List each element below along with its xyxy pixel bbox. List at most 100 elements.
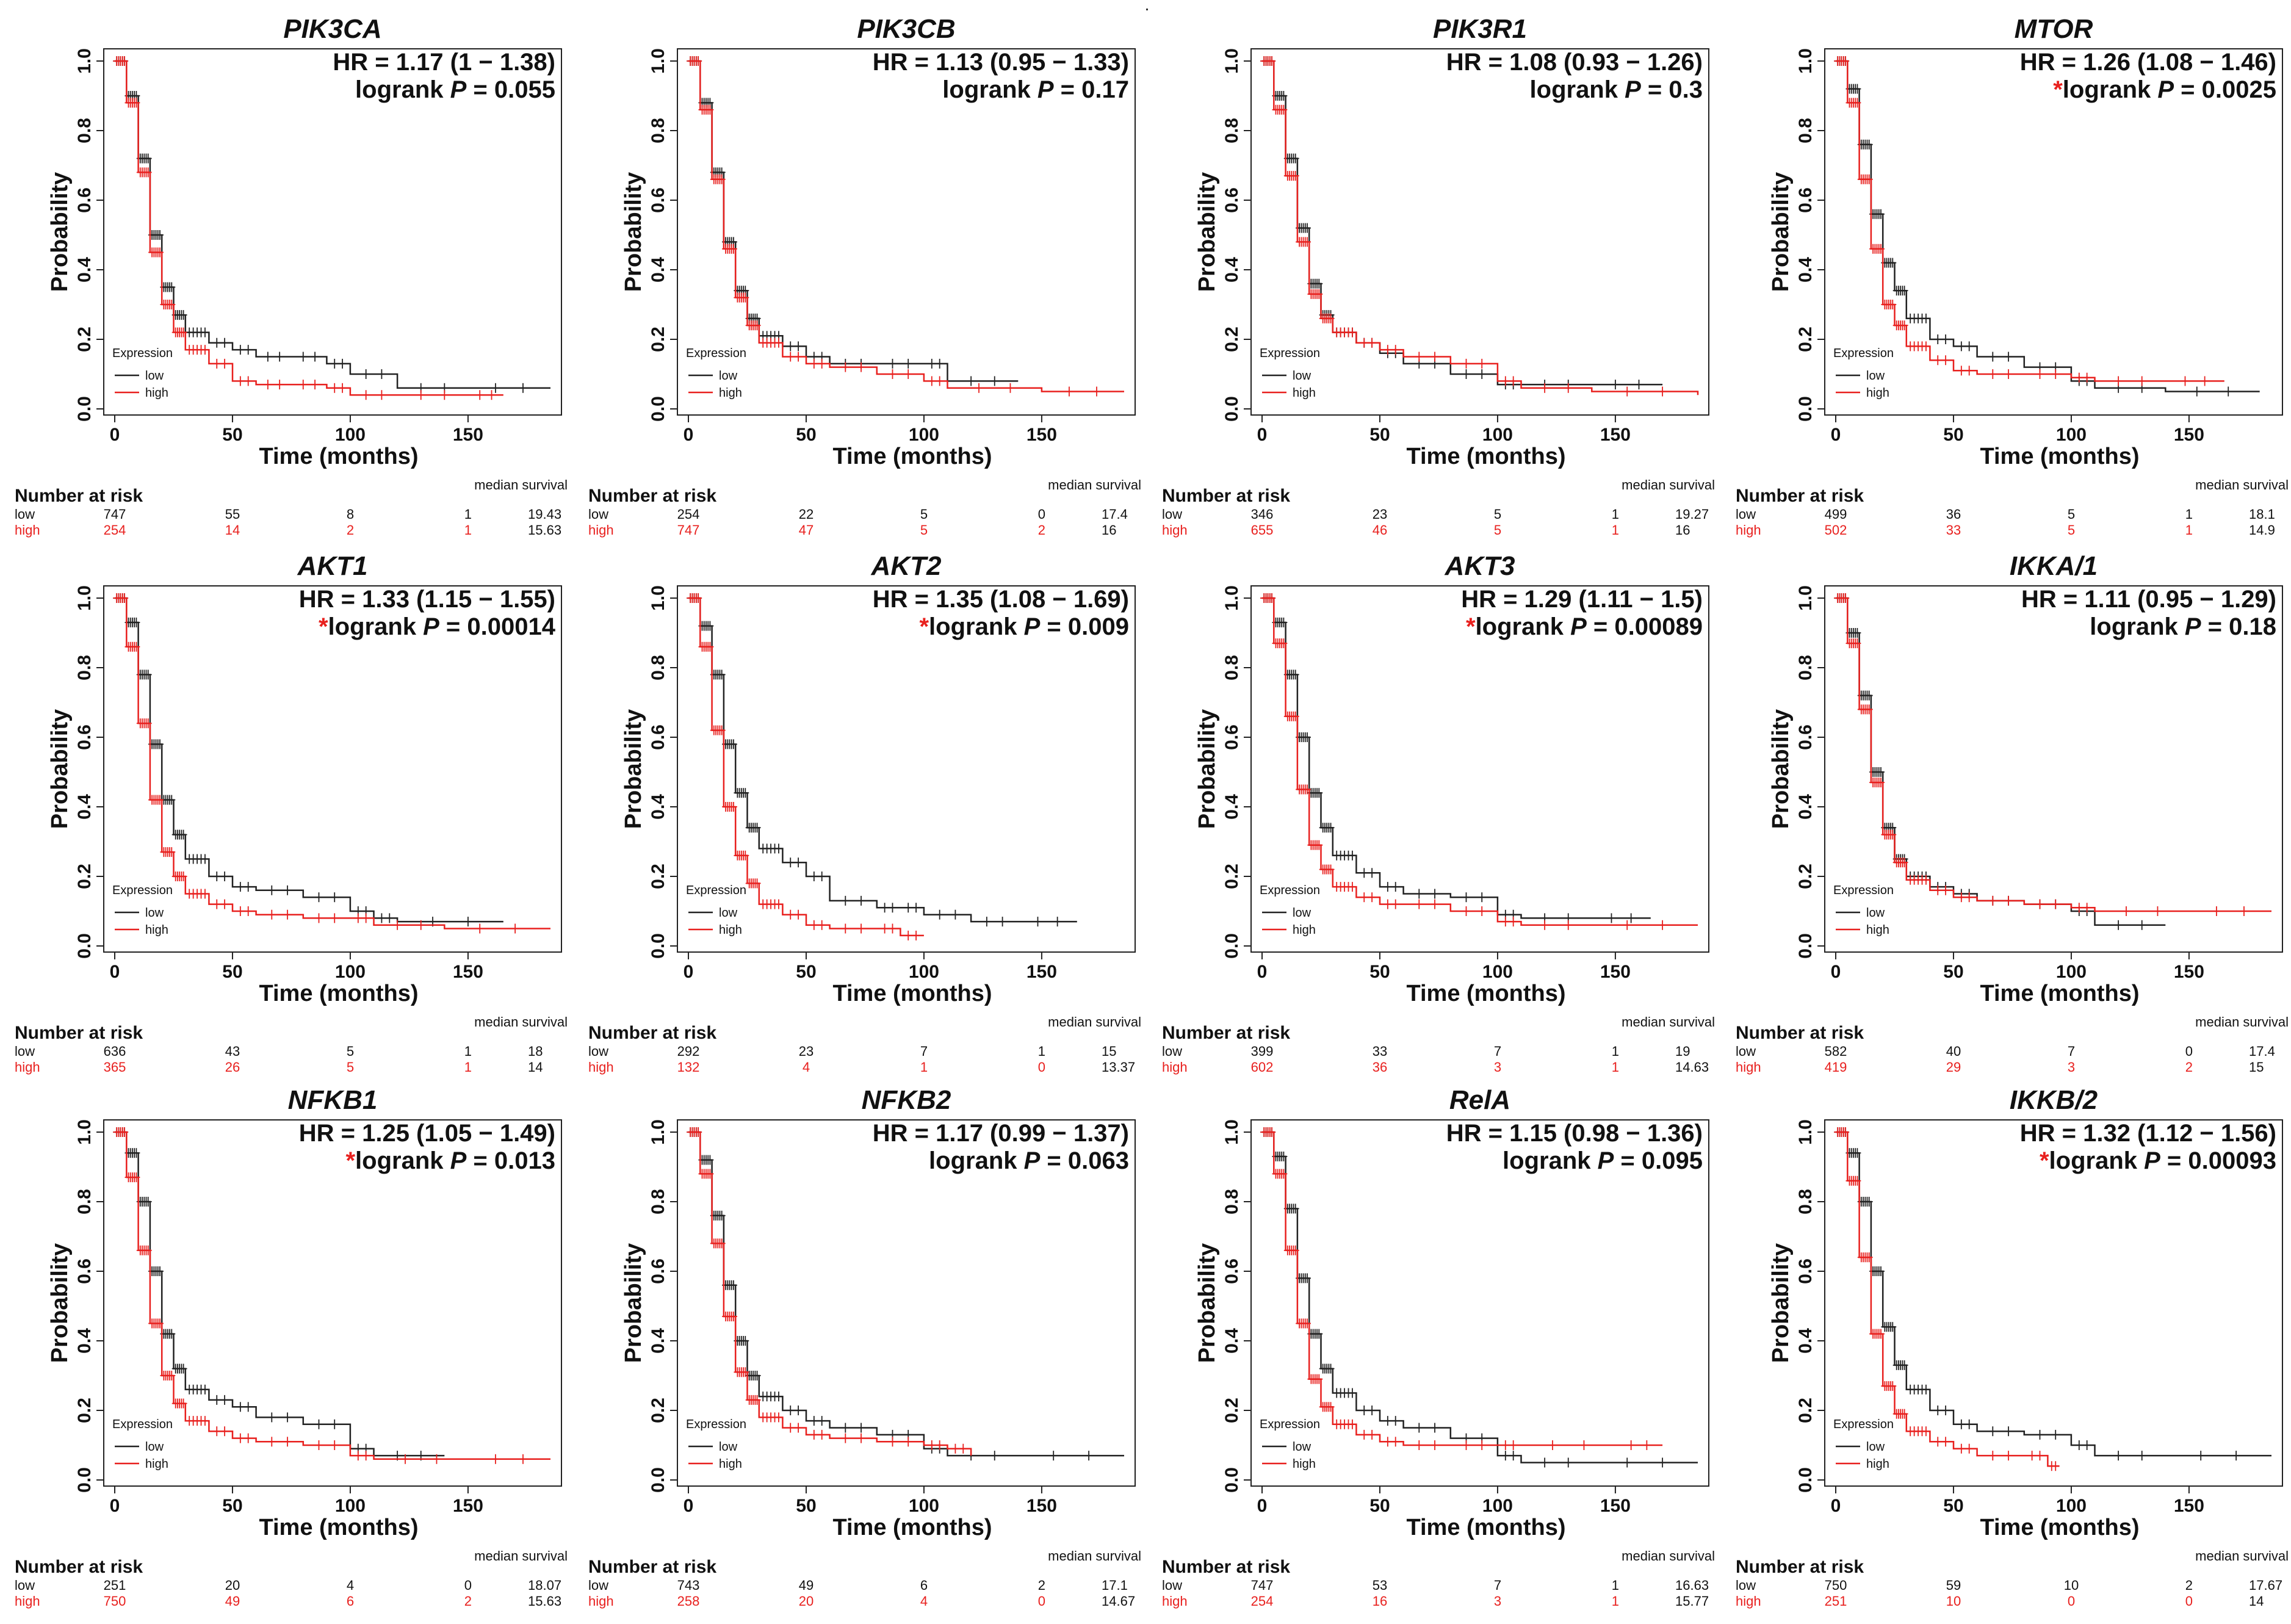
x-tick-label: 0 bbox=[1831, 1496, 1841, 1516]
gene-title: AKT1 bbox=[297, 551, 368, 581]
y-axis-label: Probability bbox=[621, 1243, 646, 1363]
legend-label-high: high bbox=[145, 1457, 168, 1471]
censor-marks-low bbox=[1834, 593, 2146, 930]
median-high: 14 bbox=[2249, 1593, 2264, 1609]
risk-row-label-low: low bbox=[15, 507, 35, 522]
risk-high-count: 602 bbox=[1251, 1059, 1274, 1075]
x-tick-label: 100 bbox=[2056, 425, 2087, 445]
km-curve-low bbox=[1836, 1131, 2271, 1457]
y-tick-label: 0.6 bbox=[1795, 1258, 1816, 1284]
x-tick-label: 50 bbox=[1943, 1496, 1963, 1516]
x-tick-label: 100 bbox=[1482, 1496, 1513, 1516]
risk-high-count: 29 bbox=[1946, 1059, 1961, 1075]
risk-low-count: 7 bbox=[920, 1044, 928, 1059]
y-tick-label: 0.0 bbox=[648, 396, 668, 422]
risk-high-count: 747 bbox=[677, 522, 700, 538]
x-tick-label: 50 bbox=[222, 425, 242, 445]
legend-label-low: low bbox=[145, 369, 164, 383]
censor-marks-low bbox=[687, 56, 998, 386]
risk-low-count: 49 bbox=[799, 1578, 814, 1593]
median-survival-title: median survival bbox=[1622, 477, 1715, 493]
y-tick-label: 0.8 bbox=[1222, 655, 1242, 680]
risk-low-count: 1 bbox=[1038, 1044, 1045, 1059]
km-curve-low bbox=[115, 60, 550, 389]
risk-high-count: 36 bbox=[1373, 1059, 1387, 1075]
risk-row-label-low: low bbox=[1736, 1578, 1756, 1593]
y-tick-label: 0.4 bbox=[648, 794, 668, 820]
legend-label-low: low bbox=[719, 1440, 738, 1454]
x-axis-label: Time (months) bbox=[1980, 981, 2139, 1006]
y-tick-label: 1.0 bbox=[1795, 1119, 1816, 1145]
risk-row-label-low: low bbox=[1736, 507, 1756, 522]
x-tick-label: 0 bbox=[684, 962, 694, 982]
risk-low-count: 5 bbox=[347, 1044, 354, 1059]
risk-low-count: 1 bbox=[1612, 1044, 1619, 1059]
km-panel-pik3cb: PIK3CB 0.0 0.2 0.4 0.6 0.8 1.0 0 50 100 150 Probabi… bbox=[586, 12, 1158, 553]
legend-label-high: high bbox=[719, 386, 742, 400]
y-axis-label: Probability bbox=[47, 709, 73, 829]
significance-star: * bbox=[2040, 1147, 2049, 1174]
hazard-ratio: HR = 1.15 (0.98 − 1.36) bbox=[1446, 1120, 1703, 1147]
censor-marks-low bbox=[1260, 593, 1635, 923]
gene-title: AKT2 bbox=[871, 551, 942, 581]
x-tick-label: 0 bbox=[1257, 1496, 1268, 1516]
x-tick-label: 150 bbox=[453, 1496, 483, 1516]
risk-table-title: Number at risk bbox=[15, 486, 143, 506]
legend-title: Expression bbox=[1260, 884, 1320, 897]
risk-low-count: 43 bbox=[225, 1044, 240, 1059]
median-high: 15 bbox=[2249, 1059, 2264, 1075]
gene-title: NFKB1 bbox=[288, 1085, 378, 1115]
y-axis-label: Probability bbox=[621, 172, 646, 292]
y-tick-label: 0.0 bbox=[74, 396, 95, 422]
median-low: 17.67 bbox=[2249, 1578, 2282, 1593]
median-high: 14.9 bbox=[2249, 522, 2275, 538]
risk-row-label-low: low bbox=[1162, 1578, 1182, 1593]
x-axis-label: Time (months) bbox=[832, 1515, 992, 1540]
risk-row-label-high: high bbox=[588, 1059, 614, 1075]
x-tick-label: 150 bbox=[2174, 1496, 2204, 1516]
y-tick-label: 0.4 bbox=[74, 794, 95, 820]
km-plot: IKKB/20.00.20.40.60.81.00 50 100 150Probabi… bbox=[1736, 1085, 2289, 1609]
risk-low-count: 22 bbox=[799, 507, 814, 522]
median-low: 18.07 bbox=[528, 1578, 561, 1593]
km-curve-low bbox=[688, 1131, 1124, 1457]
y-tick-label: 0.0 bbox=[648, 1467, 668, 1493]
km-plot: RelA 0.0 0.2 0.4 0.6 0.8 1.0 0 50 100 150 Probabili… bbox=[1162, 1085, 1715, 1609]
x-tick-label: 150 bbox=[453, 962, 483, 982]
y-tick-label: 1.0 bbox=[1795, 48, 1816, 74]
risk-high-count: 0 bbox=[2068, 1593, 2075, 1609]
y-tick-label: 0.2 bbox=[1795, 864, 1816, 889]
risk-table-title: Number at risk bbox=[1736, 1023, 1864, 1043]
risk-low-count: 20 bbox=[225, 1578, 240, 1593]
legend-label-high: high bbox=[145, 386, 168, 400]
x-tick-label: 150 bbox=[1600, 425, 1631, 445]
legend-title: Expression bbox=[1833, 1418, 1894, 1431]
median-low: 17.1 bbox=[1102, 1578, 1128, 1593]
median-high: 16 bbox=[1102, 522, 1116, 538]
legend-title: Expression bbox=[112, 884, 173, 897]
logrank-p: *logrank P = 0.00089 bbox=[1466, 613, 1703, 640]
risk-low-count: 4 bbox=[347, 1578, 354, 1593]
x-tick-label: 100 bbox=[909, 1496, 939, 1516]
y-tick-label: 0.0 bbox=[74, 1467, 95, 1493]
risk-high-count: 1 bbox=[464, 1059, 472, 1075]
risk-high-count: 1 bbox=[1612, 1593, 1619, 1609]
y-tick-label: 0.8 bbox=[74, 1189, 95, 1214]
y-tick-label: 0.8 bbox=[1795, 118, 1816, 143]
risk-row-label-high: high bbox=[15, 1059, 40, 1075]
risk-low-count: 582 bbox=[1825, 1044, 1847, 1059]
y-axis-label: Probability bbox=[1194, 172, 1220, 292]
legend-label-low: low bbox=[1866, 369, 1885, 383]
risk-low-count: 59 bbox=[1946, 1578, 1961, 1593]
hazard-ratio: HR = 1.32 (1.12 − 1.56) bbox=[2020, 1120, 2276, 1147]
x-tick-label: 100 bbox=[909, 962, 939, 982]
censor-marks-high bbox=[113, 56, 496, 400]
y-tick-label: 0.6 bbox=[1795, 187, 1816, 213]
risk-high-count: 502 bbox=[1825, 522, 1847, 538]
risk-low-count: 254 bbox=[677, 507, 700, 522]
censor-marks-low bbox=[1834, 56, 2232, 397]
risk-low-count: 251 bbox=[104, 1578, 126, 1593]
logrank-p: logrank P = 0.17 bbox=[942, 76, 1129, 103]
y-axis-label: Probability bbox=[1194, 709, 1220, 829]
plot-frame bbox=[677, 585, 1136, 953]
